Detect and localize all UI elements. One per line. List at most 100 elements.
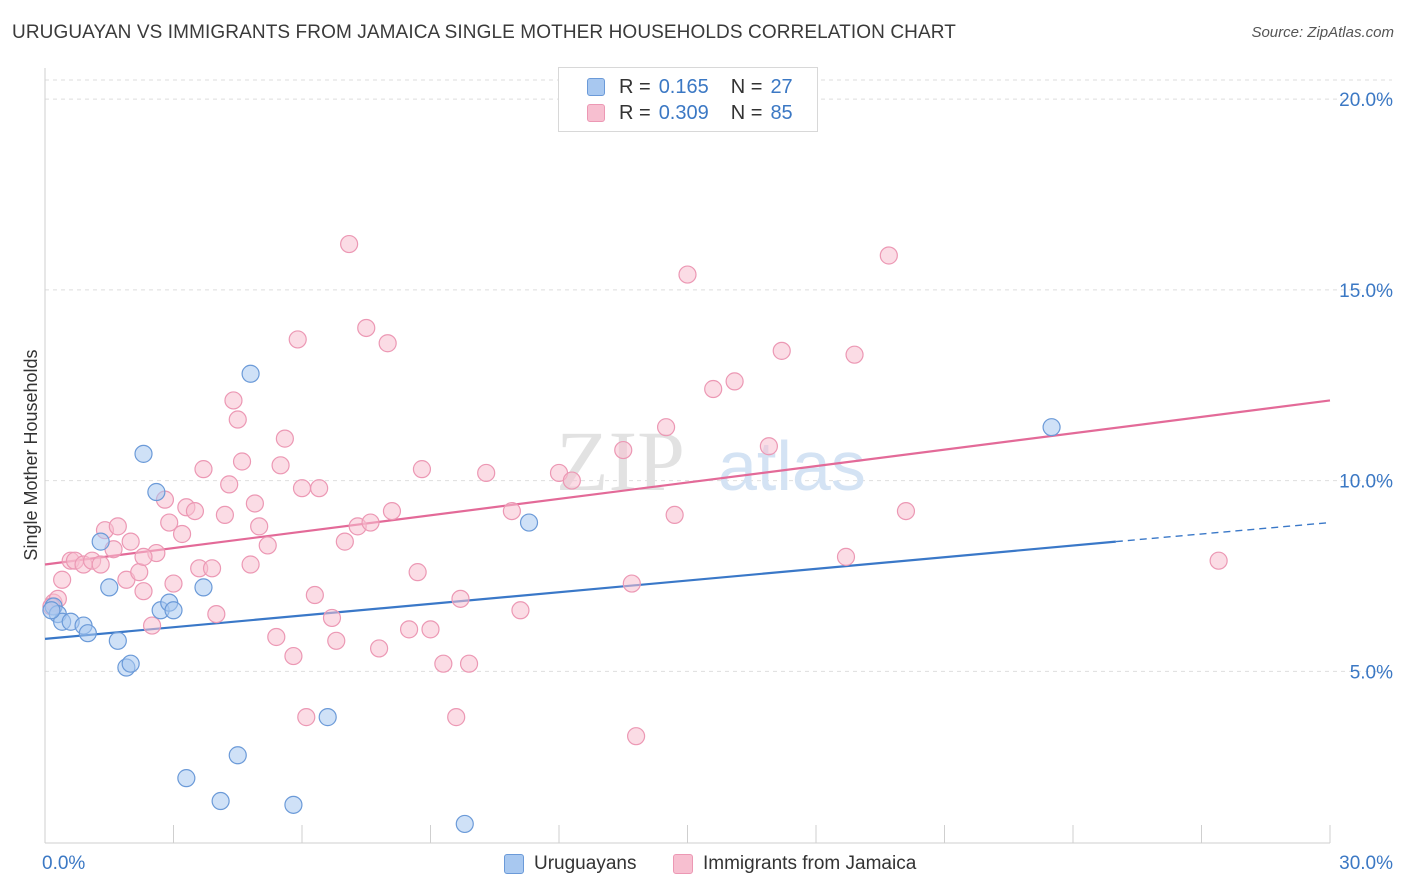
jamaica-point (172, 524, 192, 544)
jamaica-point (91, 555, 110, 574)
trend-lines (44, 399, 1331, 640)
uruguayan-trend-extension (1115, 521, 1331, 543)
jamaica-point (275, 429, 294, 448)
jamaica-point (421, 620, 440, 639)
x-tick-label: 0.0% (42, 853, 85, 874)
jamaica-point (284, 646, 303, 666)
legend-n-value: 27 (770, 75, 793, 98)
jamaica-point (459, 654, 479, 673)
uruguayan-point (284, 795, 303, 814)
axes (44, 68, 1331, 844)
y-axis-label: Single Mother Households (21, 349, 41, 560)
watermark-atlas: atlas (718, 427, 866, 505)
jamaica-point (310, 479, 329, 498)
bottom-legend-label-jamaica: Immigrants from Jamaica (703, 853, 917, 874)
jamaica-point (202, 559, 222, 578)
uruguayan-point (177, 769, 196, 788)
jamaica-point (382, 501, 402, 521)
jamaica-point (108, 517, 127, 536)
jamaica-point (134, 582, 153, 601)
jamaica-point (678, 265, 697, 284)
jamaica-point (408, 563, 427, 582)
jamaica-point (271, 456, 290, 475)
jamaica-point (412, 460, 432, 479)
uruguayan-point (241, 364, 260, 383)
jamaica-point (399, 620, 419, 639)
legend-n-label: N = (730, 75, 763, 98)
legend-r-label: R = (619, 75, 651, 98)
tick-labels: 5.0% 10.0% 15.0% 20.0% 0.0% 30.0% (42, 90, 1393, 874)
chart-source: Source: ZipAtlas.com (1251, 24, 1394, 41)
jamaica-point (53, 570, 72, 589)
jamaica-point (267, 627, 286, 647)
jamaica-point (288, 330, 307, 349)
uruguayan-point (455, 814, 474, 834)
jamaica-point (836, 547, 856, 566)
jamaica-point (220, 475, 239, 494)
uruguayan-point (228, 746, 247, 765)
jamaica-point (656, 418, 676, 437)
jamaica-trend-line (44, 399, 1331, 566)
y-tick-label: 15.0% (1339, 281, 1393, 302)
bottom-legend-uruguayans: Uruguayans (504, 851, 636, 877)
jamaica-point (845, 345, 864, 364)
x-tick-label: 30.0% (1339, 853, 1393, 874)
uruguayan-point (42, 601, 61, 620)
jamaica-point (335, 532, 354, 551)
y-tick-label: 20.0% (1339, 90, 1393, 111)
jamaica-point (292, 479, 312, 498)
y-tick-label: 5.0% (1350, 662, 1393, 683)
watermark: ZIP atlas (556, 413, 866, 509)
jamaica-point (322, 608, 342, 628)
jamaica-point (207, 604, 226, 624)
jamaica-point (130, 563, 149, 582)
legend-r-value: 0.309 (658, 101, 709, 124)
uruguayan-trend-line (44, 540, 1116, 640)
bottom-legend-jamaica: Immigrants from Jamaica (673, 851, 916, 877)
jamaica-point (759, 437, 778, 456)
uruguayan-point (147, 482, 166, 502)
jamaica-point (194, 460, 213, 479)
jamaica-point (327, 631, 346, 650)
jamaica-point (224, 391, 243, 410)
jamaica-point (879, 246, 898, 265)
legend-row-jamaica: R = 0.309 N = 85 (587, 101, 793, 125)
jamaica-point (164, 574, 183, 593)
jamaica-point (447, 708, 466, 727)
jamaica-point (614, 440, 633, 460)
jamaica-point (477, 463, 496, 483)
chart-title: URUGUAYAN VS IMMIGRANTS FROM JAMAICA SIN… (12, 22, 956, 43)
uruguayan-point (164, 601, 183, 620)
jamaica-point (370, 639, 389, 658)
jamaica-point (228, 410, 247, 429)
jamaica-point (121, 532, 140, 551)
jamaica-point (725, 372, 744, 391)
jamaica-point (622, 574, 641, 593)
bottom-legend-label-uruguayans: Uruguayans (534, 853, 637, 874)
jamaica-point (434, 654, 453, 673)
jamaica-point (134, 547, 153, 566)
jamaica-point (511, 601, 530, 620)
jamaica-point (704, 379, 723, 399)
jamaica-point (245, 494, 264, 513)
uruguayan-point (91, 532, 110, 551)
jamaica-point (340, 234, 359, 254)
jamaica-point (250, 517, 269, 536)
jamaica-point (1209, 551, 1228, 570)
jamaica-point (232, 452, 252, 471)
jamaica-point (215, 505, 234, 525)
jamaica-point (378, 334, 397, 353)
uruguayan-point (318, 708, 337, 727)
uruguayan-point (1042, 418, 1061, 437)
jamaica-point (626, 727, 646, 746)
uruguayan-point (108, 631, 127, 650)
jamaica-point (451, 589, 470, 608)
uruguayan-point (100, 578, 119, 597)
jamaica-point (305, 585, 324, 605)
jamaica-point (772, 341, 791, 360)
legend-n-value: 85 (770, 101, 793, 124)
legend-swatch-jamaica (587, 104, 605, 122)
uruguayan-point (194, 578, 213, 597)
jamaica-point (241, 555, 260, 574)
